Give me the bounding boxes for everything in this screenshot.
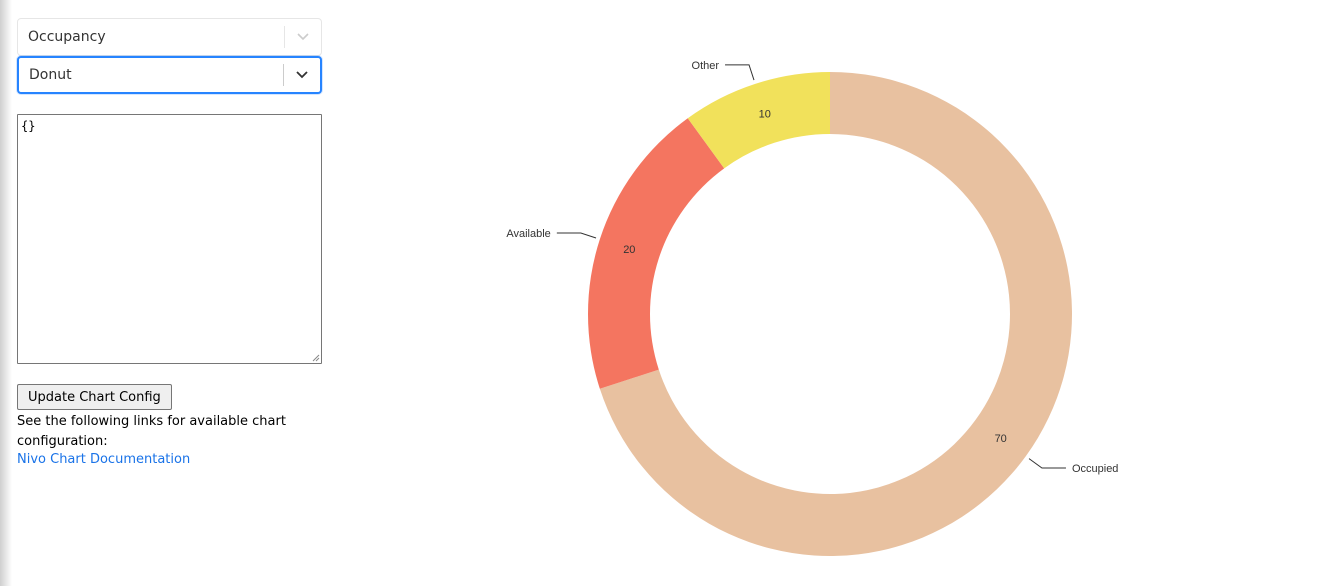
slice-link-line [556, 232, 597, 239]
chevron-down-icon[interactable] [285, 19, 321, 55]
donut-slice-other[interactable] [687, 72, 830, 169]
slice-name-label: Occupied [1072, 463, 1118, 475]
config-textarea[interactable]: {} [17, 114, 322, 364]
metric-select-value: Occupancy [28, 29, 106, 45]
window-edge-shadow [0, 0, 12, 586]
config-panel: Occupancy Donut {} Update Chart Config S… [17, 18, 322, 467]
chevron-down-icon[interactable] [284, 57, 320, 93]
select-separator [284, 26, 285, 48]
resize-grip-icon[interactable] [310, 352, 320, 362]
chart-type-select-value: Donut [29, 67, 72, 83]
donut-slice-available[interactable] [587, 118, 725, 389]
slice-link-line [1028, 458, 1066, 469]
help-text: See the following links for available ch… [17, 414, 286, 449]
metric-select[interactable]: Occupancy [17, 18, 322, 56]
select-separator [283, 64, 284, 86]
slice-name-label: Other [692, 60, 720, 72]
slice-link-line [725, 64, 755, 81]
slice-value-label: 70 [995, 433, 1007, 445]
update-chart-config-button[interactable]: Update Chart Config [17, 384, 172, 410]
nivo-docs-link[interactable]: Nivo Chart Documentation [17, 452, 191, 467]
slice-name-label: Available [506, 228, 550, 240]
slice-value-label: 10 [759, 108, 771, 120]
slice-value-label: 20 [623, 244, 635, 256]
chart-type-select[interactable]: Donut [17, 56, 322, 94]
